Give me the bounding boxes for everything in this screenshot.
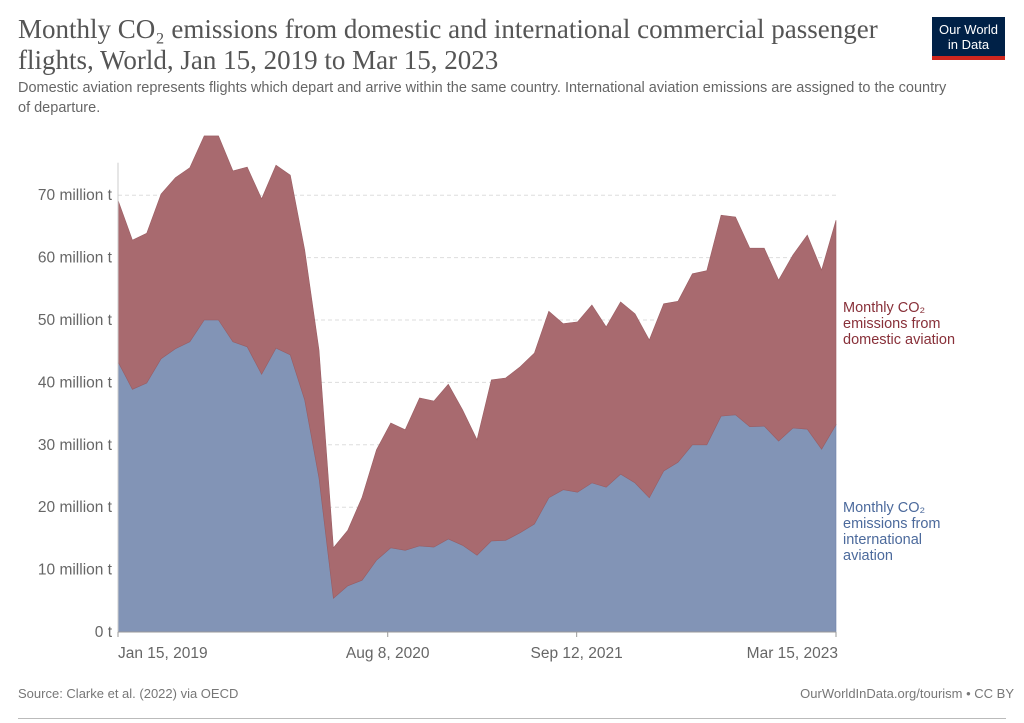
x-tick-label: Aug 8, 2020 — [346, 645, 430, 662]
y-tick-label: 60 million t — [38, 250, 113, 267]
y-tick-label: 10 million t — [38, 562, 113, 579]
x-tick-label: Mar 15, 2023 — [747, 645, 838, 662]
domestic-series-label: Monthly CO₂ emissions from domestic aviati… — [843, 300, 955, 348]
international-series-label: Monthly CO₂ emissions from international av… — [843, 500, 941, 564]
credit-link[interactable]: OurWorldInData.org/tourism • CC BY — [800, 686, 1014, 701]
owid-logo[interactable]: Our World in Data — [932, 17, 1005, 60]
footer-divider — [18, 718, 1006, 719]
logo-line-1: Our World — [939, 22, 998, 37]
source-note: Source: Clarke et al. (2022) via OECD — [18, 686, 239, 701]
x-tick-label: Sep 12, 2021 — [531, 645, 623, 662]
area-series — [117, 135, 837, 633]
chart-subtitle: Domestic aviation represents flights whi… — [18, 80, 947, 116]
series-labels: Monthly CO₂ emissions from domestic aviati… — [843, 300, 955, 564]
logo-accent-bar — [932, 56, 1005, 60]
y-tick-label: 50 million t — [38, 312, 113, 329]
y-tick-label: 20 million t — [38, 499, 113, 516]
axes: 0 t 10 million t 20 million t 30 million t 4… — [38, 162, 838, 662]
x-tick-label: Jan 15, 2019 — [118, 645, 208, 662]
y-tick-label: 40 million t — [38, 374, 113, 391]
y-tick-label: 70 million t — [38, 187, 113, 204]
y-tick-label: 0 t — [95, 624, 113, 641]
logo-line-2: in Data — [947, 37, 990, 52]
y-tick-label: 30 million t — [38, 437, 113, 454]
domestic-area — [117, 135, 837, 599]
chart-title: Monthly CO₂ emissions from domestic and … — [18, 14, 878, 75]
